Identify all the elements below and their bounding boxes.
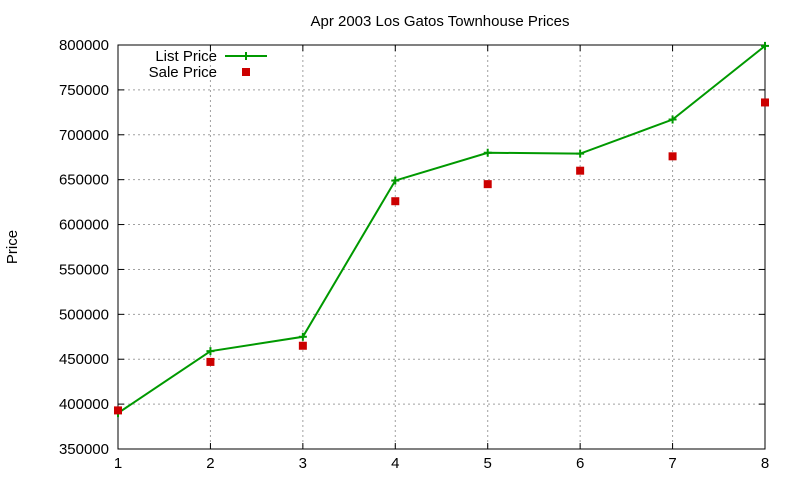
y-tick-label-0: 350000: [59, 441, 109, 458]
sale-price-point-4: [391, 197, 400, 206]
legend-marker-sale-price: [242, 68, 250, 76]
sale-price-point-7: [668, 152, 677, 161]
x-tick-label-2: 3: [299, 455, 307, 472]
axes: 350000 400000 450000 500000 550000 600000 6500…: [59, 37, 769, 472]
list-price-point-4: [391, 176, 400, 185]
list-price-point-2: [206, 347, 215, 356]
plot-frame: [117, 44, 766, 450]
series-layer: [114, 41, 769, 418]
list-price-line: [117, 45, 766, 414]
y-tick-label-2: 450000: [59, 351, 109, 368]
x-tick-label-0: 1: [114, 455, 122, 472]
sale-price-point-8: [761, 98, 769, 107]
sale-price-point-3: [298, 341, 307, 350]
x-tick-label-1: 2: [206, 455, 214, 472]
x-tick-label-7: 8: [761, 455, 769, 472]
y-tick-label-5: 600000: [59, 217, 109, 234]
x-tick-label-3: 4: [391, 455, 399, 472]
y-tick-label-6: 650000: [59, 172, 109, 189]
legend-label-sale-price: Sale Price: [149, 64, 217, 81]
sale-price-point-5: [483, 180, 492, 189]
y-tick-label-9: 800000: [59, 37, 109, 54]
sale-price-point-2: [206, 357, 215, 366]
x-tick-label-4: 5: [484, 455, 492, 472]
y-axis-label: Price: [4, 230, 21, 264]
legend-label-list-price: List Price: [155, 48, 217, 65]
list-price-point-3: [298, 332, 307, 341]
y-tick-label-3: 500000: [59, 306, 109, 323]
y-tick-label-4: 550000: [59, 261, 109, 278]
grid: [118, 45, 765, 449]
list-price-point-6: [576, 149, 585, 158]
x-tick-label-5: 6: [576, 455, 584, 472]
list-price-point-8: [761, 41, 769, 50]
y-tick-label-7: 700000: [59, 127, 109, 144]
chart-title: Apr 2003 Los Gatos Townhouse Prices: [310, 13, 569, 30]
y-tick-label-8: 750000: [59, 82, 109, 99]
list-price-point-5: [483, 148, 492, 157]
sale-price-point-6: [576, 166, 585, 175]
legend-marker-list-price: [242, 52, 250, 60]
y-tick-label-1: 400000: [59, 396, 109, 413]
sale-price-point-1: [114, 406, 122, 415]
list-price-point-7: [668, 115, 677, 124]
x-tick-label-6: 7: [668, 455, 676, 472]
